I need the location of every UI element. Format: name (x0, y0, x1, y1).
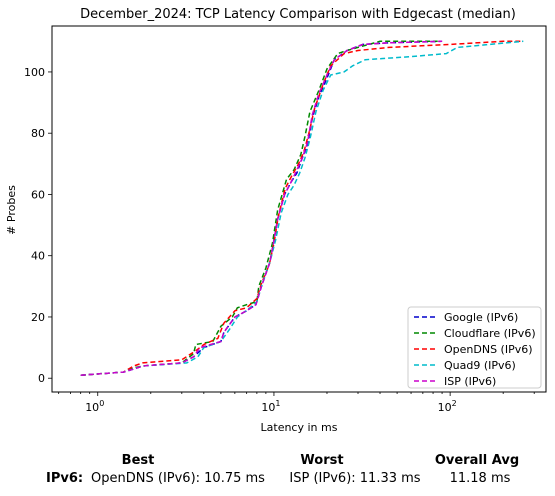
series-line-4 (80, 40, 443, 376)
best-value: OpenDNS (IPv6): 10.75 ms (91, 471, 265, 486)
ipv6-row-label: IPv6: (46, 471, 84, 486)
legend-label: Google (IPv6) (444, 311, 518, 324)
latency-chart: December_2024: TCP Latency Comparison wi… (5, 7, 547, 434)
x-tick-label: 100 (85, 399, 104, 414)
series-line-2 (80, 40, 524, 376)
legend-label: Cloudflare (IPv6) (444, 327, 536, 340)
summary-panel: Best Worst Overall Avg IPv6: OpenDNS (IP… (0, 450, 555, 496)
y-tick-label: 80 (31, 127, 45, 140)
legend: Google (IPv6) Cloudflare (IPv6) OpenDNS (I… (407, 306, 542, 389)
y-tick-label: 0 (38, 372, 45, 385)
legend-label: OpenDNS (IPv6) (444, 343, 533, 356)
worst-header: Worst (300, 453, 344, 468)
worst-value: ISP (IPv6): 11.33 ms (289, 471, 421, 486)
x-tick-label: 102 (438, 399, 457, 414)
y-tick-label: 40 (31, 250, 45, 263)
legend-box (407, 306, 542, 389)
y-axis-ticks: 0 20 40 60 80 100 (24, 66, 52, 385)
x-tick-label: 101 (261, 399, 280, 414)
x-axis-ticks: 100 101 102 (58, 392, 535, 414)
y-tick-label: 100 (24, 66, 45, 79)
legend-label: ISP (IPv6) (444, 375, 496, 388)
legend-label: Quad9 (IPv6) (444, 359, 516, 372)
best-header: Best (121, 453, 155, 468)
overall-avg-header: Overall Avg (434, 453, 520, 468)
overall-avg-value: 11.18 ms (449, 471, 511, 486)
y-tick-label: 60 (31, 188, 45, 201)
y-axis-label: # Probes (5, 185, 18, 235)
y-tick-label: 20 (31, 311, 45, 324)
x-axis-label: Latency in ms (261, 421, 338, 434)
series-line-3 (80, 40, 524, 376)
series-line-1 (80, 40, 438, 376)
series-lines (80, 40, 524, 376)
chart-title: December_2024: TCP Latency Comparison wi… (80, 7, 516, 22)
